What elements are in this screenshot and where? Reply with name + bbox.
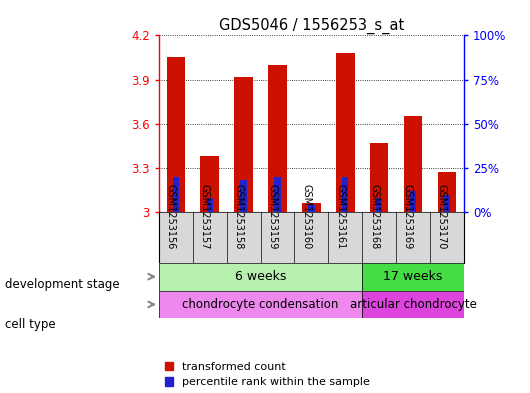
Bar — [410, 191, 416, 212]
Text: GSM1253158: GSM1253158 — [234, 184, 244, 249]
Bar — [173, 177, 179, 212]
Bar — [336, 53, 355, 212]
Text: GSM1253159: GSM1253159 — [268, 184, 278, 249]
Legend: transformed count, percentile rank within the sample: transformed count, percentile rank withi… — [164, 362, 370, 387]
Text: GSM1253160: GSM1253160 — [302, 184, 312, 249]
Bar — [159, 290, 362, 318]
Bar — [302, 204, 321, 212]
Text: development stage: development stage — [5, 278, 120, 292]
Text: chondrocyte condensation: chondrocyte condensation — [182, 298, 339, 311]
Bar — [268, 65, 287, 212]
Text: 6 weeks: 6 weeks — [235, 270, 286, 283]
Bar — [362, 263, 464, 290]
Bar — [274, 177, 281, 212]
Bar — [241, 180, 247, 212]
Bar — [444, 195, 450, 212]
Bar — [342, 177, 349, 212]
Bar — [404, 116, 422, 212]
Text: GSM1253168: GSM1253168 — [369, 184, 379, 249]
Bar — [166, 57, 185, 212]
Bar — [362, 290, 464, 318]
Text: GSM1253169: GSM1253169 — [403, 184, 413, 249]
Bar — [207, 198, 213, 212]
Text: GSM1253170: GSM1253170 — [437, 184, 447, 249]
Text: GSM1253161: GSM1253161 — [335, 184, 345, 249]
Bar — [200, 156, 219, 212]
Text: articular chondrocyte: articular chondrocyte — [349, 298, 476, 311]
Title: GDS5046 / 1556253_s_at: GDS5046 / 1556253_s_at — [219, 18, 404, 34]
Bar — [234, 77, 253, 212]
Bar — [308, 205, 315, 212]
Text: 17 weeks: 17 weeks — [383, 270, 443, 283]
Text: GSM1253157: GSM1253157 — [200, 184, 210, 249]
Bar — [437, 173, 456, 212]
Bar — [370, 143, 388, 212]
Bar — [159, 263, 362, 290]
Bar — [376, 198, 382, 212]
Text: cell type: cell type — [5, 318, 56, 331]
Text: GSM1253156: GSM1253156 — [166, 184, 176, 249]
